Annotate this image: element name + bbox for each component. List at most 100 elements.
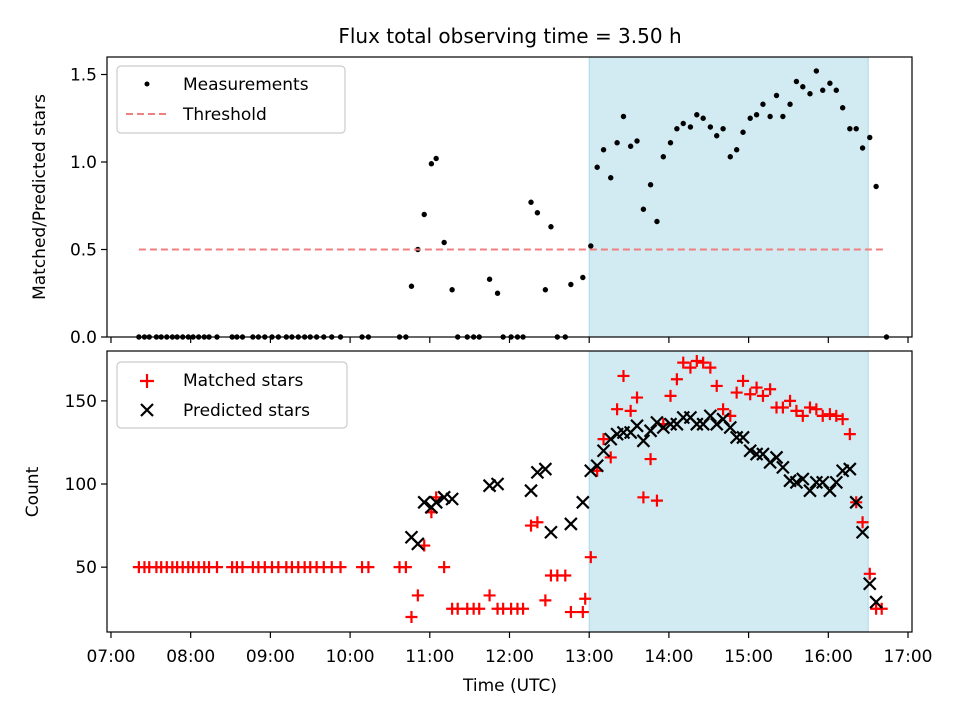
predicted-stars-point [749,447,764,461]
matched-stars-point [776,401,789,414]
predicted-stars-point [538,462,553,476]
matched-stars-point [803,401,816,414]
measurements-point [428,161,435,167]
matched-stars-point [637,491,650,504]
measurements-point [747,115,753,121]
predicted-stars-point [429,495,443,510]
matched-stars-point [405,611,418,624]
matched-stars-point [210,561,223,574]
predicted-stars-point [862,577,877,591]
measurements-point [760,101,766,107]
measurements-point [720,126,726,132]
predicted-stars-point [869,595,883,609]
ratio-panel-y-ticks: 0.0 0.5 1.0 1.5 [70,66,107,348]
x-tick-label: 07:00 [86,647,135,667]
predicted-stars-point [564,517,578,531]
predicted-stars-point [809,475,824,490]
ratio-panel-highlight [588,56,869,338]
matched-stars-point [576,606,589,619]
matched-stars-point [334,561,347,574]
measurements-point [647,182,654,188]
matched-stars-point [650,494,663,507]
matched-stars-point [525,519,538,532]
matched-stars-point [816,409,829,422]
measurements-point [634,138,640,144]
matched-stars-point [664,389,677,402]
y-tick-label: 1.5 [70,66,97,86]
predicted-stars-point [843,462,857,476]
measurements-point [700,115,706,121]
measurements-point [707,124,714,130]
predicted-stars-point [849,495,863,510]
counts-legend: Matched stars Predicted stars [116,361,348,429]
matched-stars-point [438,561,451,574]
predicted-stars-point [590,458,604,473]
counts-panel-y-ticks: 50 100 150 [65,392,107,578]
measurements-point [680,120,686,127]
predicted-stars-point [823,483,837,498]
matched-stars-point [564,606,577,619]
measurements-point [827,80,833,86]
measurements-point [441,239,447,246]
predicted-stars-point [723,420,738,435]
matched-stars-point [617,369,630,382]
matched-stars-point [677,356,690,369]
matched-stars-point [796,409,809,422]
matched-stars-point [756,389,769,402]
predicted-stars-point [437,490,451,505]
matched-stars-point [823,408,836,421]
measurements-point [740,129,746,135]
predicted-stars-point [490,477,505,491]
measurements-legend-label: Measurements [183,75,309,95]
matched-stars-point [670,373,683,386]
y-tick-label: 100 [65,475,97,495]
x-tick-label: 09:00 [246,647,295,667]
counts-legend-box [116,361,348,429]
matched-stars-point [744,388,757,401]
measurements-point [674,126,680,132]
measurements-point [714,133,720,139]
measurements-point [640,206,647,212]
x-tick-label: 12:00 [485,647,534,667]
observing-window-span [588,350,869,633]
measurements-point [627,143,634,149]
y-tick-label: 150 [65,392,97,412]
matched-stars-point [559,569,572,582]
observing-window-span [588,56,869,338]
measurements-point [449,287,455,293]
y-tick-label: 1.0 [70,153,97,173]
ratio-legend-box [116,65,346,134]
counts-panel-x-ticks: 07:00 08:00 09:00 10:00 11:00 12:00 13:00 14:00… [86,632,933,667]
measurements-point [727,154,733,160]
predicted-stars-point [803,483,817,498]
matched-stars-point [399,561,412,574]
predicted-stars-point [729,430,744,445]
ratio-panel-x-ticks [110,337,909,343]
matched-stars-point [856,516,869,529]
matched-stars-point [411,589,424,602]
measurements-point [853,126,859,132]
measurements-point [839,105,846,111]
predicted-stars-point [656,420,671,435]
matched-stars-point [690,354,703,367]
counts-y-axis-label: Count [23,466,43,517]
measurements-point [608,175,614,181]
matched-stars-point [863,567,876,580]
measurements-point [687,124,694,130]
measurements-point [867,134,873,141]
measurements-point [733,147,740,153]
measurements-point [580,274,586,281]
matched-stars-point [539,594,552,607]
matched-stars-point [611,403,624,416]
predicted-stars-legend-label: Predicted stars [183,401,310,421]
measurements-point [421,211,427,218]
x-tick-label: 14:00 [644,647,693,667]
measurements-point [833,87,839,93]
predicted-stars-point [829,475,844,490]
predicted-stars-point [736,430,750,445]
measurements-point [620,113,627,120]
predicted-stars-point [703,409,718,423]
predicted-stars-point [743,443,757,458]
matched-stars-point [830,409,843,422]
